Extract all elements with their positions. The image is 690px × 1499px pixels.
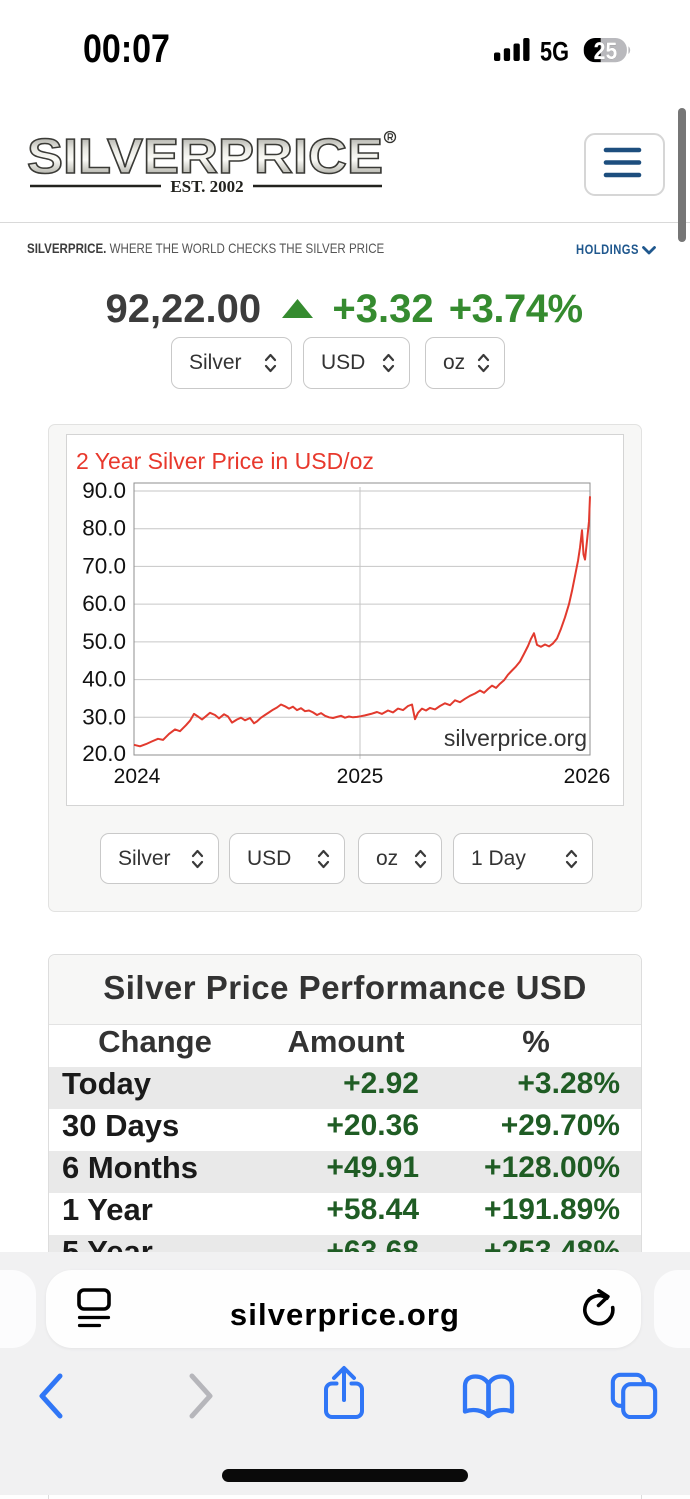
svg-text:2024: 2024	[114, 765, 161, 788]
svg-text:25: 25	[594, 38, 617, 65]
svg-text:30.0: 30.0	[82, 704, 126, 729]
svg-text:5G: 5G	[540, 38, 569, 68]
svg-text:60.0: 60.0	[82, 591, 126, 616]
svg-text:50.0: 50.0	[82, 629, 126, 654]
svg-text:SILVERPRICE: SILVERPRICE	[27, 130, 383, 184]
svg-text:40.0: 40.0	[82, 667, 126, 692]
svg-text:90.0: 90.0	[82, 478, 126, 503]
svg-text:2026: 2026	[564, 765, 611, 788]
svg-text:silverprice.org: silverprice.org	[444, 725, 587, 751]
svg-text:2 Year Silver Price in USD/oz: 2 Year Silver Price in USD/oz	[76, 448, 374, 474]
svg-text:2025: 2025	[337, 765, 384, 788]
svg-text:70.0: 70.0	[82, 553, 126, 578]
svg-text:20.0: 20.0	[82, 741, 126, 766]
svg-text:80.0: 80.0	[82, 516, 126, 541]
svg-text:EST. 2002: EST. 2002	[170, 177, 243, 196]
